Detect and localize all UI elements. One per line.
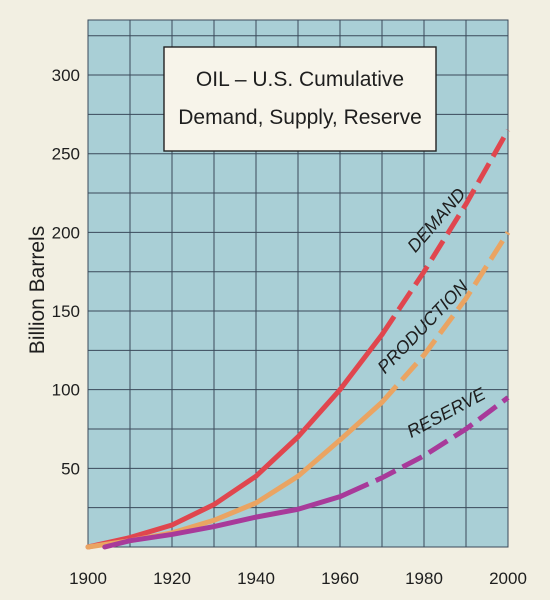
x-tick-label: 2000 [489,569,527,588]
y-tick-label: 100 [52,381,80,400]
y-axis-label: Billion Barrels [26,226,49,354]
series-line-demand-projected [379,128,511,337]
x-tick-label: 1940 [237,569,275,588]
chart-title: OIL – U.S. Cumulative [196,68,404,91]
y-tick-label: 150 [52,302,80,321]
series-line-production-projected [380,231,511,404]
x-tick-label: 1920 [153,569,191,588]
x-tick-label: 1900 [69,569,107,588]
series-line-demand-historical [85,332,385,550]
tick-labels: 1900 1920 1940 1960 1980 2000 50 100 150 200 250 30… [52,66,527,588]
y-tick-label: 50 [61,459,80,478]
title-box: OIL – U.S. Cumulative Demand, Supply, Re… [163,46,437,152]
series-line-reserve-historical [102,490,351,550]
x-tick-label: 1960 [321,569,359,588]
chart-subtitle: Demand, Supply, Reserve [178,106,422,129]
x-tick-label: 1980 [405,569,443,588]
series-layer [85,128,511,550]
series-line-reserve-projected [347,395,510,496]
y-tick-label: 250 [52,145,80,164]
y-tick-label: 300 [52,66,80,85]
y-tick-label: 200 [52,223,80,242]
